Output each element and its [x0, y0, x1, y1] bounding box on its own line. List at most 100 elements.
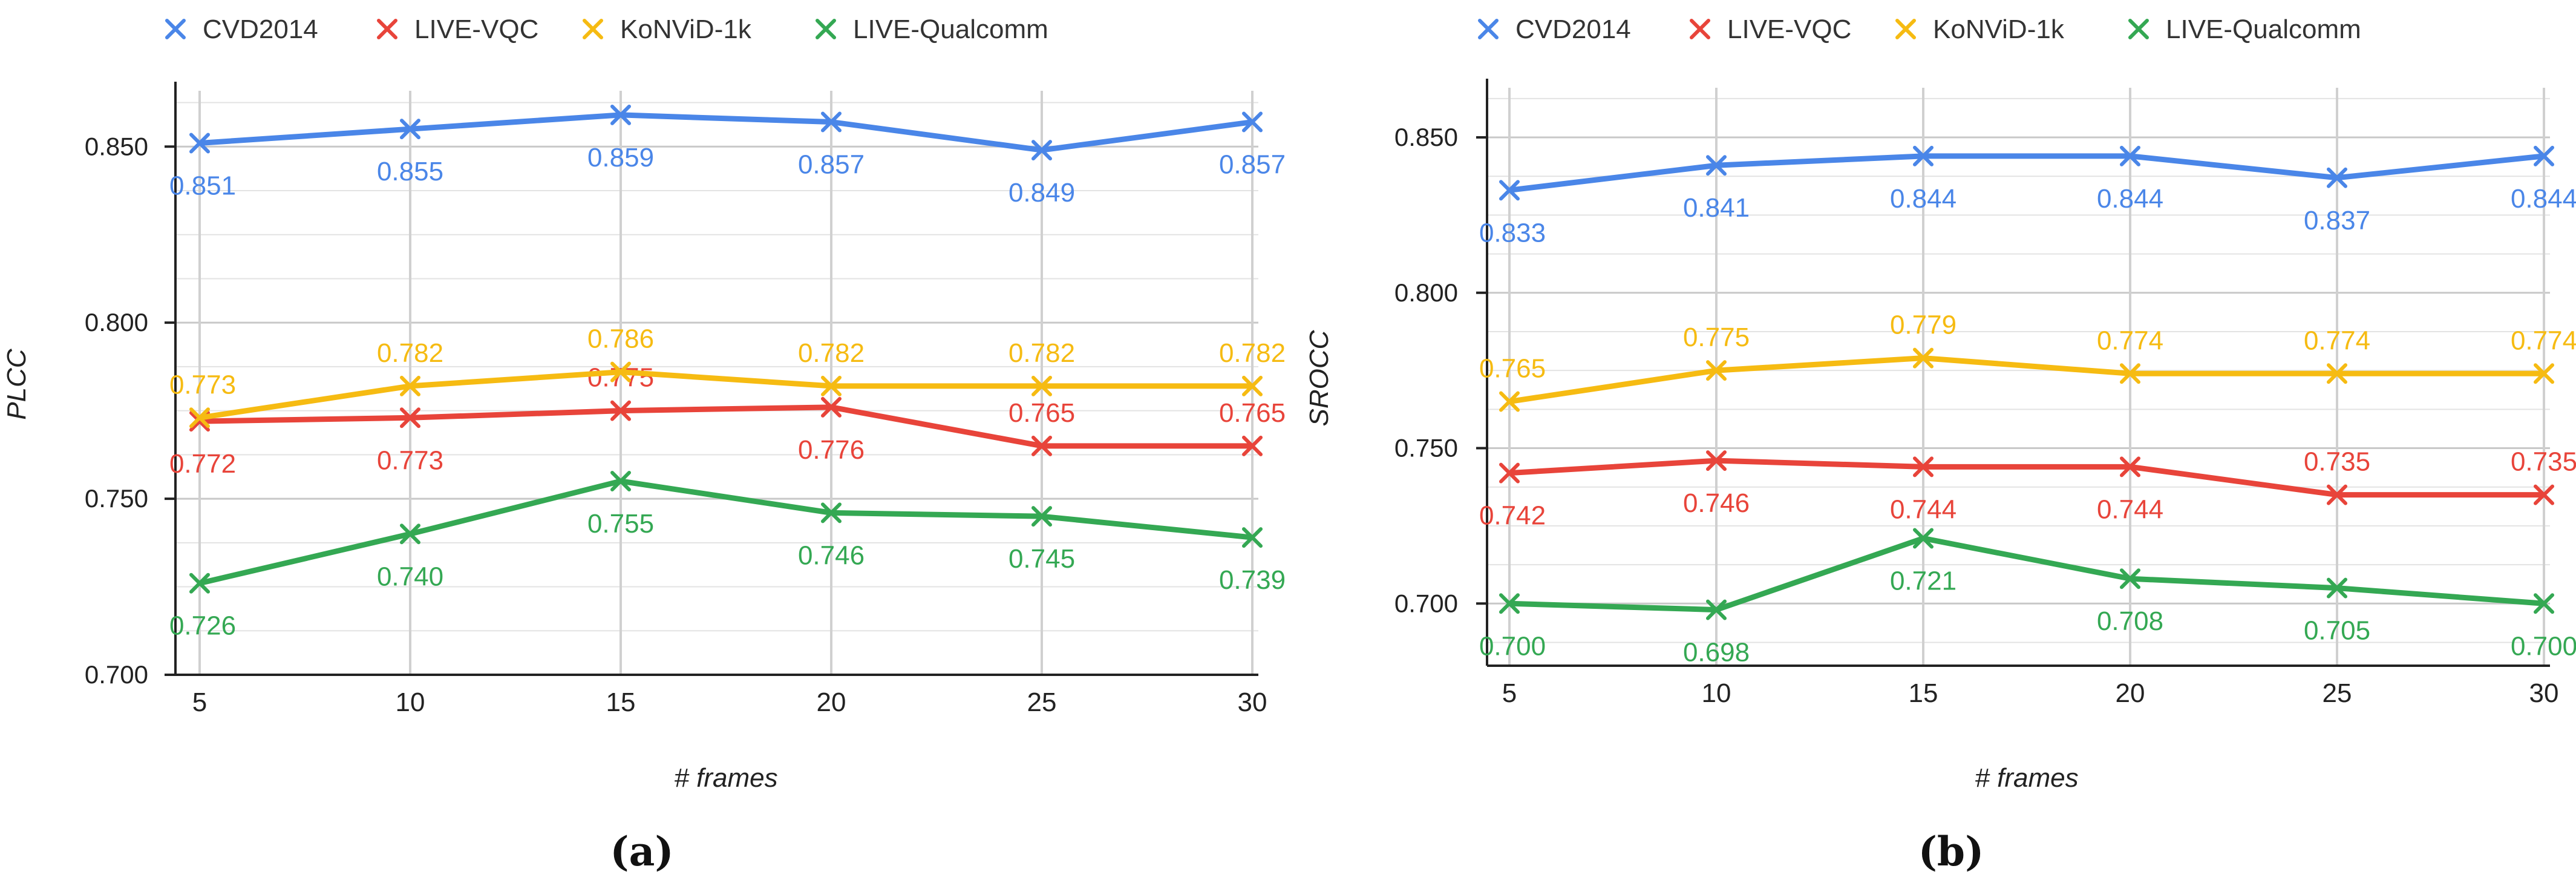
marker-stroke [1706, 155, 1727, 176]
data-point-konvid-1k [2534, 363, 2554, 384]
legend-marker-konvid-1k [1895, 19, 1916, 39]
data-label: 0.857 [798, 150, 865, 180]
data-label: 0.849 [1008, 178, 1075, 208]
legend-marker-live-vqc [1690, 19, 1710, 39]
data-point-live-qualcomm [1031, 506, 1052, 527]
marker-stroke [1913, 347, 1934, 369]
y-tick-label: 0.850 [85, 132, 148, 160]
legend-marker-stroke [1478, 19, 1499, 39]
marker-stroke [1706, 450, 1727, 471]
data-point-cvd2014 [2327, 167, 2347, 188]
data-label: 0.779 [1890, 310, 1957, 340]
data-point-live-qualcomm [610, 471, 631, 491]
marker-stroke [2327, 484, 2347, 505]
data-point-konvid-1k [1242, 375, 1263, 396]
legend-label-live-vqc: LIVE-VQC [414, 15, 538, 44]
legend-marker-stroke [377, 19, 397, 39]
data-label: 0.742 [1479, 501, 1546, 531]
y-tick-label: 0.700 [85, 660, 148, 689]
series-line-konvid-1k [199, 369, 1252, 421]
legend-marker-stroke [1895, 19, 1916, 39]
legend-marker-cvd2014 [1478, 19, 1499, 39]
data-point-live-qualcomm [189, 573, 210, 594]
legend-marker-stroke [1690, 19, 1710, 39]
data-point-konvid-1k [1913, 347, 1934, 369]
data-point-cvd2014 [1031, 140, 1052, 161]
data-label: 0.755 [587, 509, 654, 539]
data-point-live-qualcomm [1499, 593, 1520, 614]
x-tick-label: 15 [1909, 678, 1938, 708]
data-point-live-vqc [1031, 435, 1052, 456]
data-label: 0.700 [2511, 631, 2576, 661]
y-axis-label: SROCC [1304, 329, 1334, 426]
data-point-live-vqc [610, 400, 631, 421]
data-label: 0.782 [377, 338, 443, 368]
legend-marker-konvid-1k [583, 19, 603, 39]
x-tick-label: 20 [2116, 678, 2145, 708]
data-point-live-vqc [2327, 484, 2347, 505]
data-label: 0.844 [1890, 184, 1957, 214]
legend-marker-cvd2014 [165, 19, 186, 39]
marker-stroke [2120, 363, 2140, 384]
data-point-cvd2014 [189, 133, 210, 154]
y-tick-label: 0.800 [85, 308, 148, 336]
data-point-konvid-1k [1706, 360, 1727, 381]
data-label: 0.726 [169, 611, 236, 641]
panel-caption: (a) [610, 828, 673, 875]
chart-panel-a: 0.700 0.750 0.800 0.850 5 10 15 20 25 30 # frames P… [2, 15, 1286, 875]
x-tick-label: 5 [192, 687, 207, 717]
data-label: 0.698 [1683, 638, 1750, 668]
data-label: 0.775 [1683, 323, 1750, 352]
data-label: 0.772 [169, 449, 236, 479]
marker-stroke [1242, 435, 1263, 456]
legend-label-cvd2014: CVD2014 [1515, 15, 1631, 44]
data-label: 0.774 [2304, 326, 2370, 355]
chart-panel-b: 0.700 0.750 0.800 0.850 5 10 15 20 25 30 # frames S… [1304, 15, 2576, 875]
data-label: 0.841 [1683, 193, 1750, 223]
data-label: 0.775 [587, 363, 654, 393]
series-line-cvd2014 [199, 112, 1253, 153]
marker-stroke [2534, 593, 2554, 614]
data-point-konvid-1k [189, 407, 210, 428]
marker-stroke [400, 407, 420, 428]
marker-stroke [821, 502, 842, 523]
data-point-live-vqc [1242, 435, 1263, 456]
y-tick-label: 0.700 [1394, 589, 1458, 617]
data-point-konvid-1k [2327, 363, 2347, 384]
marker-stroke [610, 400, 631, 421]
legend-marker-stroke [2128, 19, 2149, 39]
data-label: 0.857 [1219, 150, 1286, 180]
legend-label-konvid-1k: KoNViD-1k [620, 15, 752, 44]
legend-label-live-qualcomm: LIVE-Qualcomm [2166, 15, 2361, 44]
data-point-konvid-1k [821, 375, 842, 396]
data-point-live-vqc [1706, 450, 1727, 471]
data-label: 0.782 [1008, 338, 1075, 368]
data-point-live-vqc [1499, 462, 1520, 484]
marker-stroke [1031, 435, 1052, 456]
marker-stroke [2534, 484, 2554, 505]
legend-marker-stroke [816, 19, 836, 39]
data-point-cvd2014 [610, 104, 631, 125]
data-label: 0.744 [2097, 494, 2163, 524]
series-line-live-qualcomm [1509, 535, 2545, 613]
data-label: 0.782 [1219, 338, 1286, 368]
legend-label-cvd2014: CVD2014 [203, 15, 318, 44]
data-point-konvid-1k [2120, 363, 2140, 384]
legend-marker-live-qualcomm [816, 19, 836, 39]
data-point-live-qualcomm [1913, 528, 1934, 549]
marker-stroke [1499, 180, 1520, 201]
data-point-live-vqc [2120, 456, 2140, 477]
marker-stroke [1499, 462, 1520, 484]
data-label: 0.786 [587, 324, 654, 354]
marker-stroke [1031, 506, 1052, 527]
marker-stroke [1913, 145, 1934, 166]
data-point-live-vqc [821, 396, 842, 418]
marker-stroke [610, 361, 631, 382]
marker-stroke [400, 523, 420, 545]
data-point-cvd2014 [1706, 155, 1727, 176]
marker-stroke [2120, 568, 2140, 589]
data-label: 0.765 [1479, 354, 1546, 384]
data-point-live-vqc [1913, 456, 1934, 477]
marker-stroke [1031, 375, 1052, 396]
